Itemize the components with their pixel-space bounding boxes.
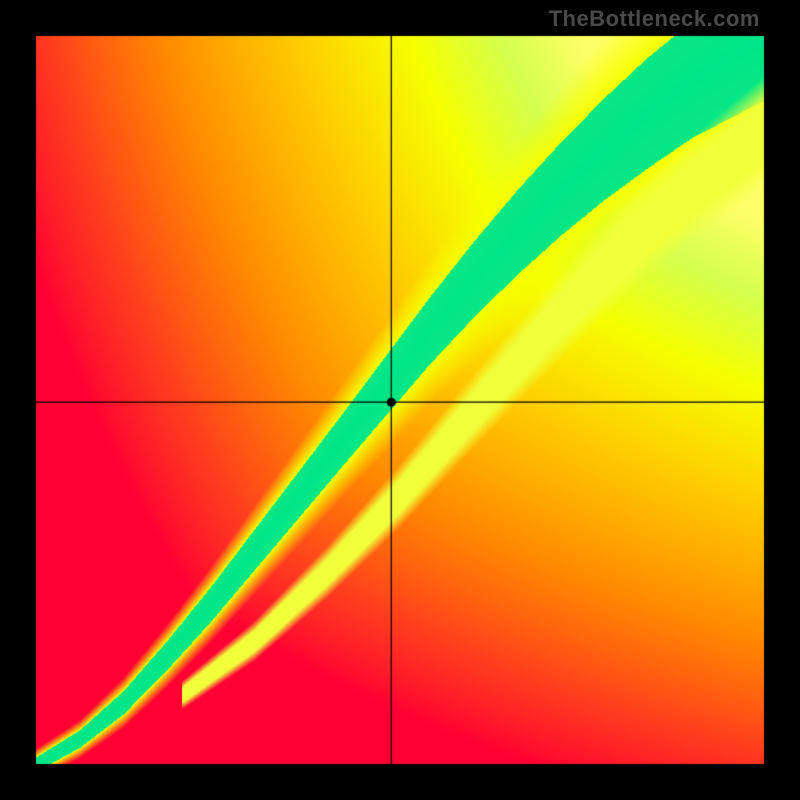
watermark-text: TheBottleneck.com: [549, 6, 760, 32]
heatmap-canvas: [0, 0, 800, 800]
bottleneck-heatmap: TheBottleneck.com: [0, 0, 800, 800]
